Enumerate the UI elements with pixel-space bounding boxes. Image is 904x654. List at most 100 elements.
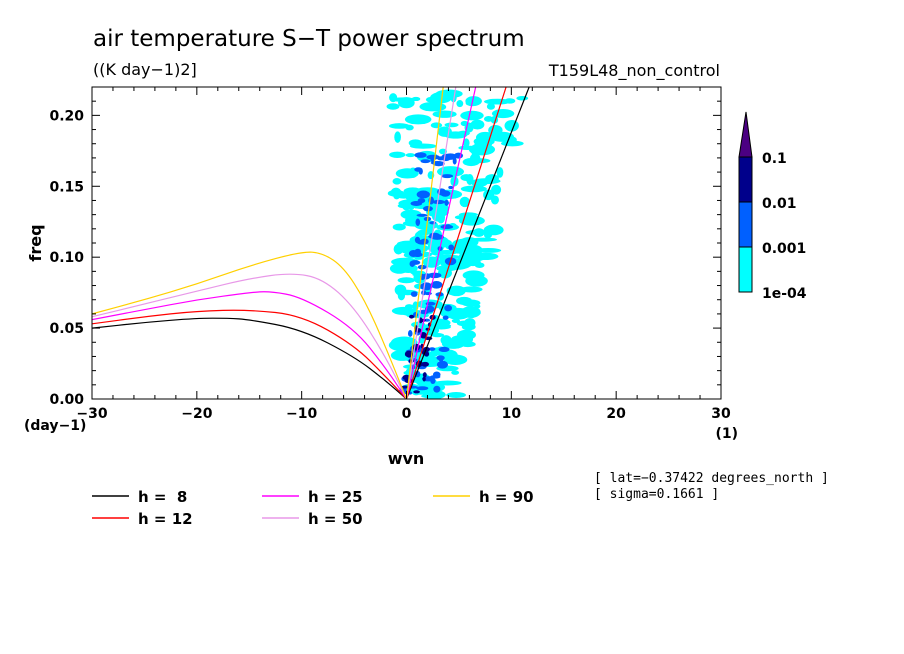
shading-blob	[421, 361, 429, 367]
shading-blob	[413, 390, 420, 394]
shading-blob	[392, 223, 406, 231]
shading-blob	[449, 308, 473, 318]
shading-blob	[428, 347, 436, 351]
shading-blob	[398, 97, 415, 109]
units-label: ((K day−1)2]	[93, 60, 197, 79]
shading-blob	[444, 122, 459, 128]
shading-blob	[448, 244, 455, 251]
shading-blob	[388, 339, 414, 352]
shading-blob	[386, 103, 400, 110]
shading-blob	[460, 286, 483, 293]
colorbar-label-1: 0.01	[762, 196, 797, 212]
shading-blob	[460, 110, 484, 121]
shading-blob	[446, 392, 466, 399]
legend-label: h = 50	[308, 510, 363, 528]
shading-blob	[416, 213, 428, 217]
shading-blob	[408, 249, 419, 258]
shading-blob	[444, 304, 452, 312]
shading-blob	[458, 212, 478, 217]
shading-blob	[425, 97, 435, 103]
series-line-kelvin-0	[405, 87, 530, 399]
sigma-info: [ sigma=0.1661 ]	[594, 487, 719, 502]
shading-blob	[459, 196, 470, 208]
colorbar-level-2	[738, 201, 753, 248]
shading-blob	[388, 123, 410, 129]
shading-blob	[432, 199, 446, 205]
shading-blob	[462, 138, 470, 148]
shading-blob	[430, 377, 436, 385]
colorbar-level-3	[738, 156, 753, 203]
shading-blob	[453, 152, 464, 159]
colorbar-level-1	[738, 246, 753, 293]
colorbar: 0.1 0.01 0.001 1e-04	[738, 111, 807, 302]
shading-blob	[451, 318, 461, 323]
colorbar-label-0: 0.1	[762, 151, 787, 167]
y-tick-labels: 0.00 0.05 0.10 0.15 0.20	[49, 108, 84, 408]
shading-blob	[438, 355, 444, 362]
colorbar-label-2: 0.001	[762, 241, 806, 257]
shading-blob	[389, 263, 409, 274]
series-line-rossby-0	[92, 317, 407, 399]
x-tick-label: 20	[606, 406, 626, 422]
shading-blob	[420, 282, 433, 291]
shading-blob	[418, 167, 423, 175]
shading-blob	[420, 332, 427, 339]
series-line-kelvin-3	[405, 87, 457, 399]
shading-blob	[416, 386, 429, 391]
series-line-kelvin-4	[405, 87, 444, 399]
shading-blob	[468, 143, 496, 156]
shading-blob	[422, 372, 427, 378]
shading-blob	[422, 205, 433, 212]
series-line-kelvin-1	[405, 87, 507, 399]
shading-blob	[473, 228, 485, 237]
shading-blob	[440, 224, 454, 230]
shading-blob	[451, 370, 460, 375]
colorbar-label-3: 1e-04	[762, 286, 807, 302]
shading-blob	[431, 333, 445, 338]
x-unit-label: (1)	[715, 426, 738, 442]
shading-blob	[441, 156, 451, 162]
shading-blob	[432, 161, 445, 167]
y-axis-label: freq	[26, 224, 45, 261]
shading-blob	[443, 354, 468, 365]
y-tick-label: 0.05	[49, 321, 84, 337]
shading-blob	[432, 110, 457, 118]
shading-blob	[426, 154, 440, 160]
shading-blob	[516, 96, 529, 101]
shading-blob	[419, 318, 426, 323]
shading-blob	[430, 122, 443, 129]
shading-blob	[486, 103, 495, 110]
shading-blob	[404, 114, 432, 125]
legend-label: h = 8	[138, 488, 187, 506]
shading-blob	[433, 385, 441, 393]
x-tick-label: 10	[502, 406, 522, 422]
shading-blob	[411, 96, 421, 102]
shading-blob	[415, 218, 421, 226]
x-tick-label: 30	[711, 406, 731, 422]
shading-blob	[444, 199, 449, 206]
shading-blob	[474, 262, 485, 268]
shading-blob	[491, 195, 499, 205]
legend-label: h = 12	[138, 510, 193, 528]
series-line-rossby-4	[92, 251, 408, 399]
series-line-kelvin-2	[405, 87, 477, 399]
shading-blob	[496, 167, 504, 178]
shading-blob	[427, 272, 442, 279]
shading-blob	[484, 231, 492, 239]
shading-blob	[407, 330, 413, 337]
shading-blob	[409, 260, 416, 267]
shading-blob	[469, 237, 498, 242]
colorbar-extend-triangle	[738, 111, 753, 158]
x-tick-label: 0	[402, 406, 412, 422]
x-tick-label: −30	[76, 406, 107, 422]
dispersion-curves	[92, 87, 530, 399]
legend-label: h = 90	[479, 488, 534, 506]
shading-blob	[416, 190, 430, 199]
shading-blob	[465, 96, 482, 106]
y-tick-label: 0.20	[49, 108, 84, 124]
shading-blob	[442, 315, 449, 320]
y-tick-label: 0.15	[49, 179, 84, 195]
shading-blob	[394, 131, 401, 143]
shading-blob	[416, 239, 429, 245]
